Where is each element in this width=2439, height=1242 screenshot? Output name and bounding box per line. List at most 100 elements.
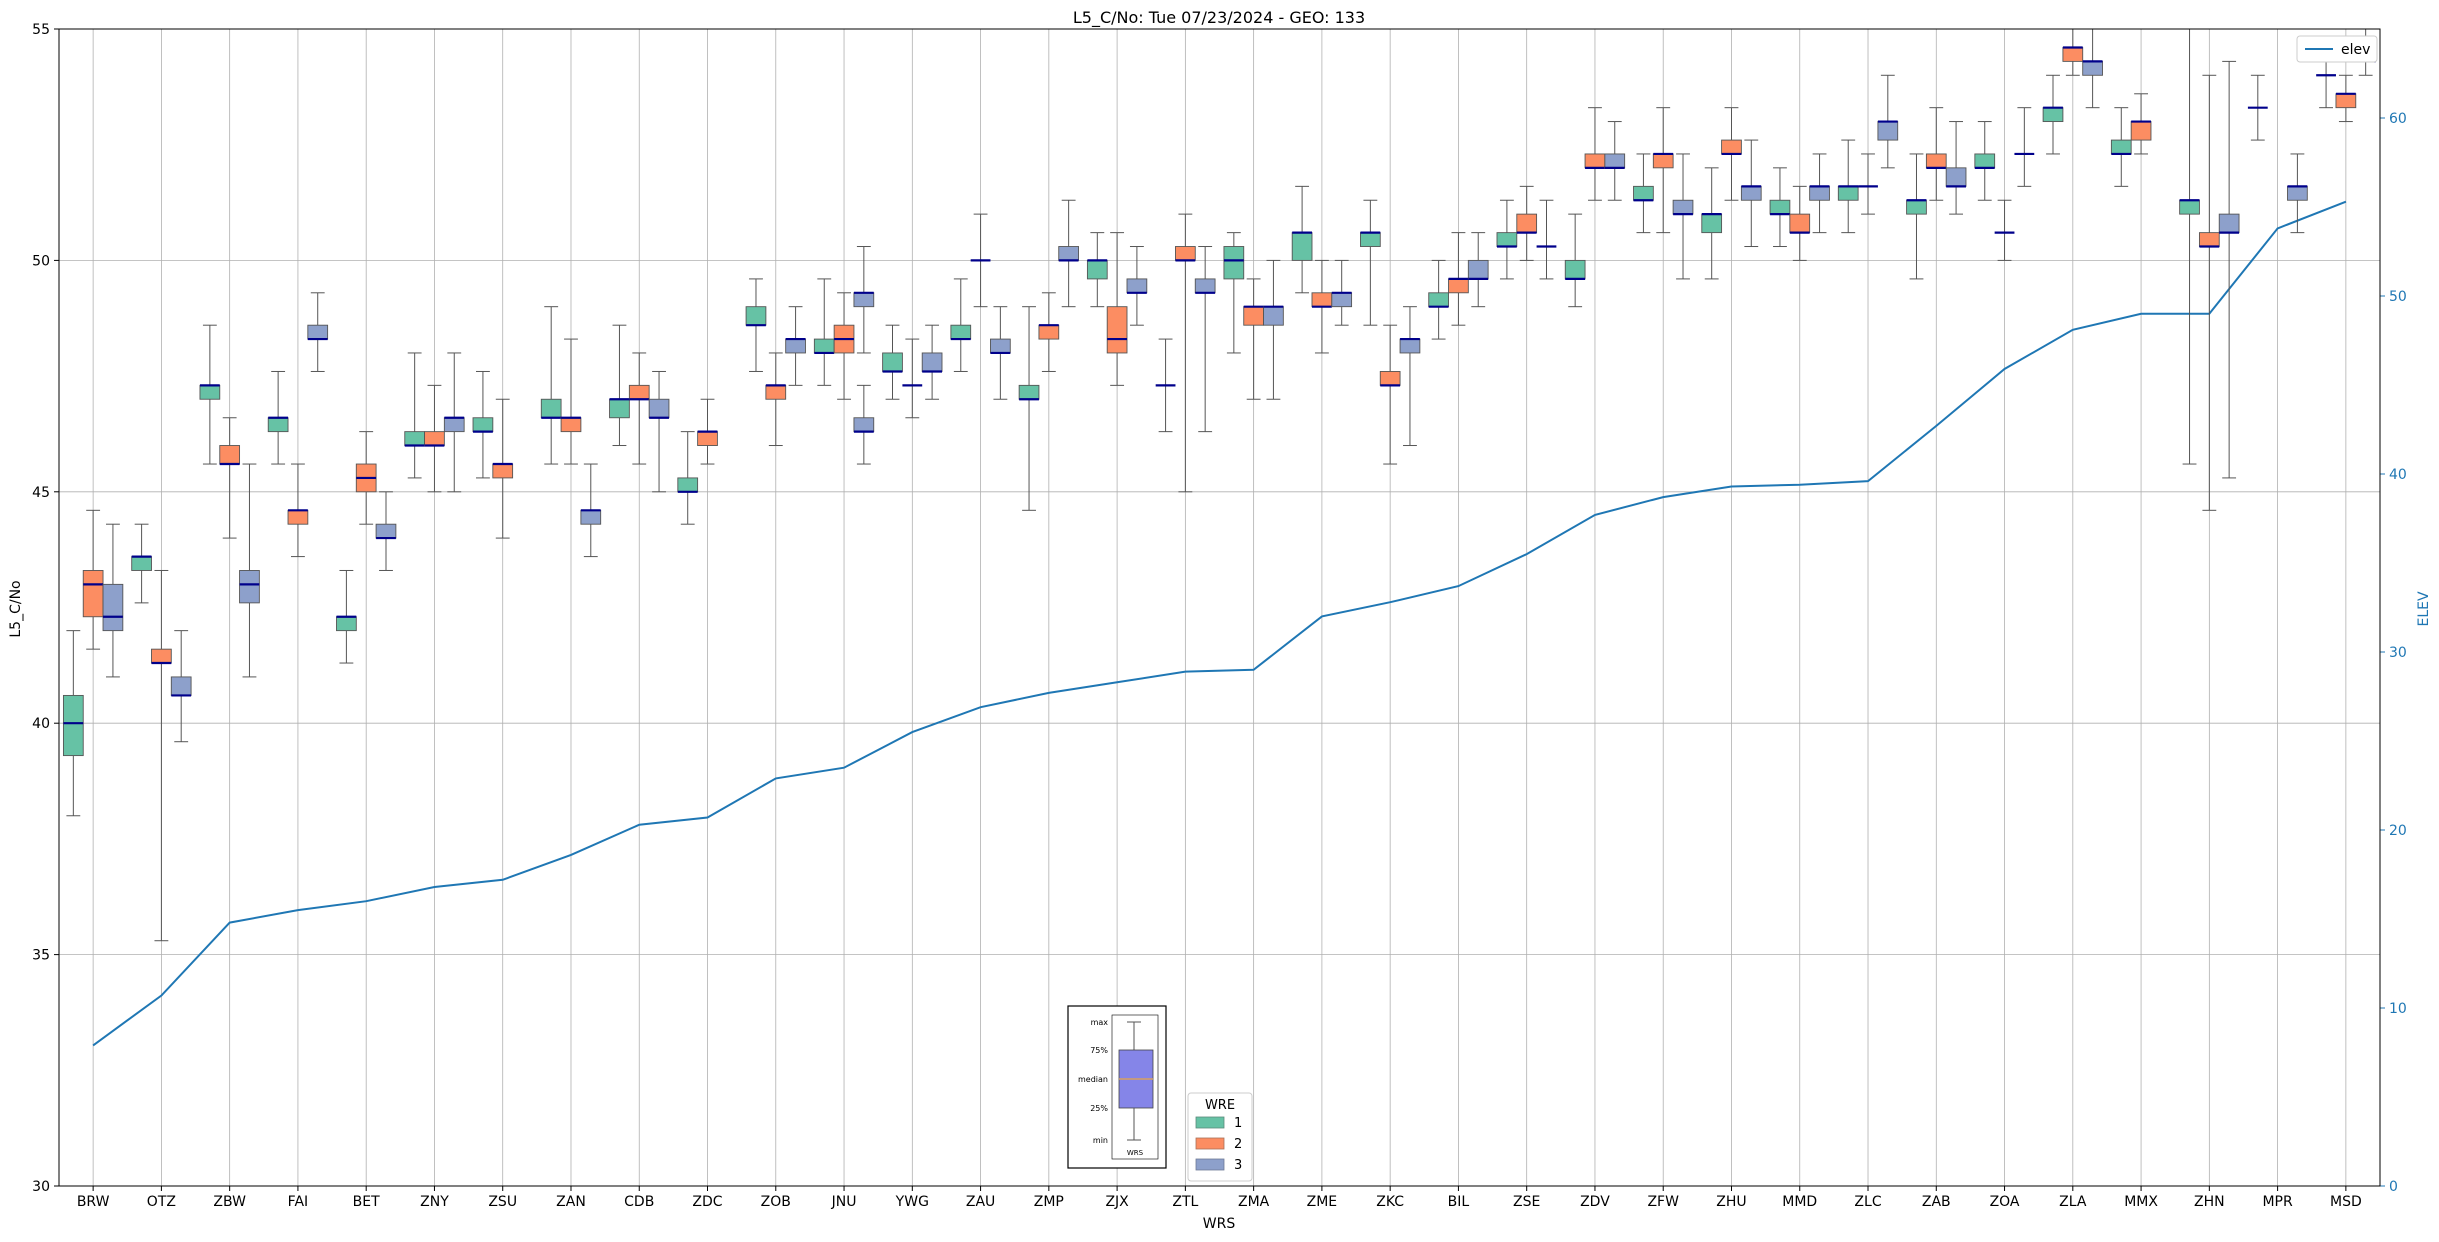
x-tick-label: JNU — [831, 1194, 857, 1210]
iqr-box — [1809, 185, 1830, 201]
box-ZJX-3 — [1126, 246, 1148, 326]
iqr-box — [648, 398, 670, 419]
box-ZOB-1 — [745, 278, 767, 372]
box-ZAU-1 — [950, 278, 972, 372]
box-ZBW-2 — [219, 417, 241, 539]
iqr-box — [853, 417, 875, 433]
box-MMD-2 — [1789, 185, 1811, 261]
box-YWG-2 — [902, 338, 923, 419]
y-tick-label: 40 — [32, 716, 50, 732]
wre-legend-label-3: 3 — [1234, 1158, 1242, 1173]
x-tick-label: ZAU — [966, 1194, 995, 1210]
x-tick-label: ZMA — [1238, 1194, 1270, 1210]
iqr-box — [1672, 199, 1694, 215]
plot-frame — [58, 28, 2381, 1187]
iqr-box — [1448, 278, 1469, 294]
elev-line — [92, 200, 2347, 1047]
box-BRW-3 — [102, 523, 124, 678]
iqr-box — [492, 463, 514, 479]
box-key-label-q3: 75% — [1090, 1046, 1108, 1055]
x-tick-label: ZSU — [488, 1194, 517, 1210]
x-tick-label: ZHN — [2194, 1194, 2225, 1210]
y2-tick-label: 50 — [2389, 289, 2407, 305]
iqr-box — [1974, 153, 1996, 169]
iqr-box — [1701, 213, 1723, 234]
x-tick-label: MMD — [1782, 1194, 1817, 1210]
iqr-box — [628, 384, 650, 400]
x-tick-label: ZKC — [1376, 1194, 1404, 1210]
wre-legend-label-1: 1 — [1234, 1116, 1242, 1131]
box-ZAU-3 — [990, 306, 1011, 400]
iqr-box — [697, 431, 718, 446]
x-tick-label: ZLA — [2059, 1194, 2087, 1210]
box-ZAN-3 — [580, 463, 602, 558]
iqr-box — [2179, 199, 2200, 215]
box-BIL-1 — [1428, 259, 1449, 340]
box-key-label-max: max — [1091, 1018, 1109, 1027]
iqr-box — [765, 384, 787, 400]
box-key-inset: max 75% median 25% min WRS — [1067, 1005, 1167, 1169]
y-axis-label: L5_C/No — [8, 580, 24, 637]
iqr-box — [1564, 259, 1586, 280]
iqr-box — [1925, 153, 1947, 169]
iqr-box — [199, 384, 221, 400]
box-CDB-3 — [648, 370, 670, 493]
iqr-box — [1106, 306, 1128, 354]
box-ZDV-2 — [1584, 107, 1606, 201]
iqr-box — [921, 352, 943, 372]
iqr-box — [1584, 153, 1606, 169]
box-YWG-3 — [921, 324, 943, 400]
axis-layer: BRW OTZ ZBW FAI BET ZNY ZSU ZAN CDB ZDC ZOB JNU YWG Z… — [32, 22, 2407, 1210]
iqr-box — [813, 338, 835, 354]
y2-tick-label: 20 — [2389, 823, 2407, 839]
wre-legend: WRE 1 2 3 — [1187, 1092, 1253, 1182]
box-FAI-3 — [307, 292, 329, 372]
iqr-box — [131, 556, 152, 571]
iqr-box — [2082, 60, 2103, 76]
iqr-box — [580, 509, 602, 525]
box-FAI-2 — [287, 463, 309, 558]
box-ZFW-2 — [1652, 107, 1674, 234]
iqr-box — [745, 306, 767, 326]
box-MPR-3 — [2287, 153, 2308, 234]
box-ZHN-3 — [2218, 60, 2240, 479]
iqr-box — [1467, 259, 1489, 280]
elev-legend-label: elev — [2341, 42, 2370, 58]
box-ZOA-2 — [1994, 199, 2015, 261]
x-tick-label: CDB — [624, 1194, 654, 1210]
box-ZAB-1 — [1906, 153, 1927, 280]
y-tick-label: 55 — [32, 22, 50, 38]
box-ZMP-3 — [1058, 199, 1079, 308]
box-ZJX-1 — [1086, 232, 1108, 308]
iqr-box — [404, 431, 426, 446]
elev-layer — [92, 200, 2347, 1047]
y2-axis-label: ELEV — [2416, 591, 2432, 626]
box-BET-3 — [375, 491, 397, 571]
iqr-box — [102, 583, 124, 632]
iqr-box — [170, 676, 192, 696]
iqr-box — [1311, 292, 1333, 308]
box-YWG-1 — [882, 324, 903, 400]
wre-legend-swatch-2 — [1195, 1137, 1225, 1150]
iqr-box — [1175, 246, 1196, 261]
box-ZME-1 — [1291, 185, 1313, 294]
elev-legend-frame — [2296, 35, 2378, 63]
box-ZMA-1 — [1223, 232, 1245, 354]
box-ZKC-1 — [1360, 199, 1381, 326]
box-BRW-1 — [62, 630, 84, 817]
y2-tick-label: 30 — [2389, 645, 2407, 661]
box-ZME-3 — [1331, 259, 1353, 326]
box-key-label-min: min — [1093, 1136, 1108, 1145]
box-MMD-1 — [1769, 167, 1791, 248]
box-ZME-2 — [1311, 259, 1333, 354]
box-ZNY-2 — [424, 384, 445, 493]
box-BRW-2 — [82, 509, 104, 650]
iqr-box — [1604, 153, 1626, 169]
iqr-box — [62, 694, 84, 757]
box-ZSE-3 — [1536, 199, 1557, 280]
iqr-box — [82, 570, 104, 618]
x-tick-label: ZJX — [1105, 1194, 1129, 1210]
grid-layer — [59, 28, 2380, 1187]
iqr-box — [336, 616, 357, 632]
